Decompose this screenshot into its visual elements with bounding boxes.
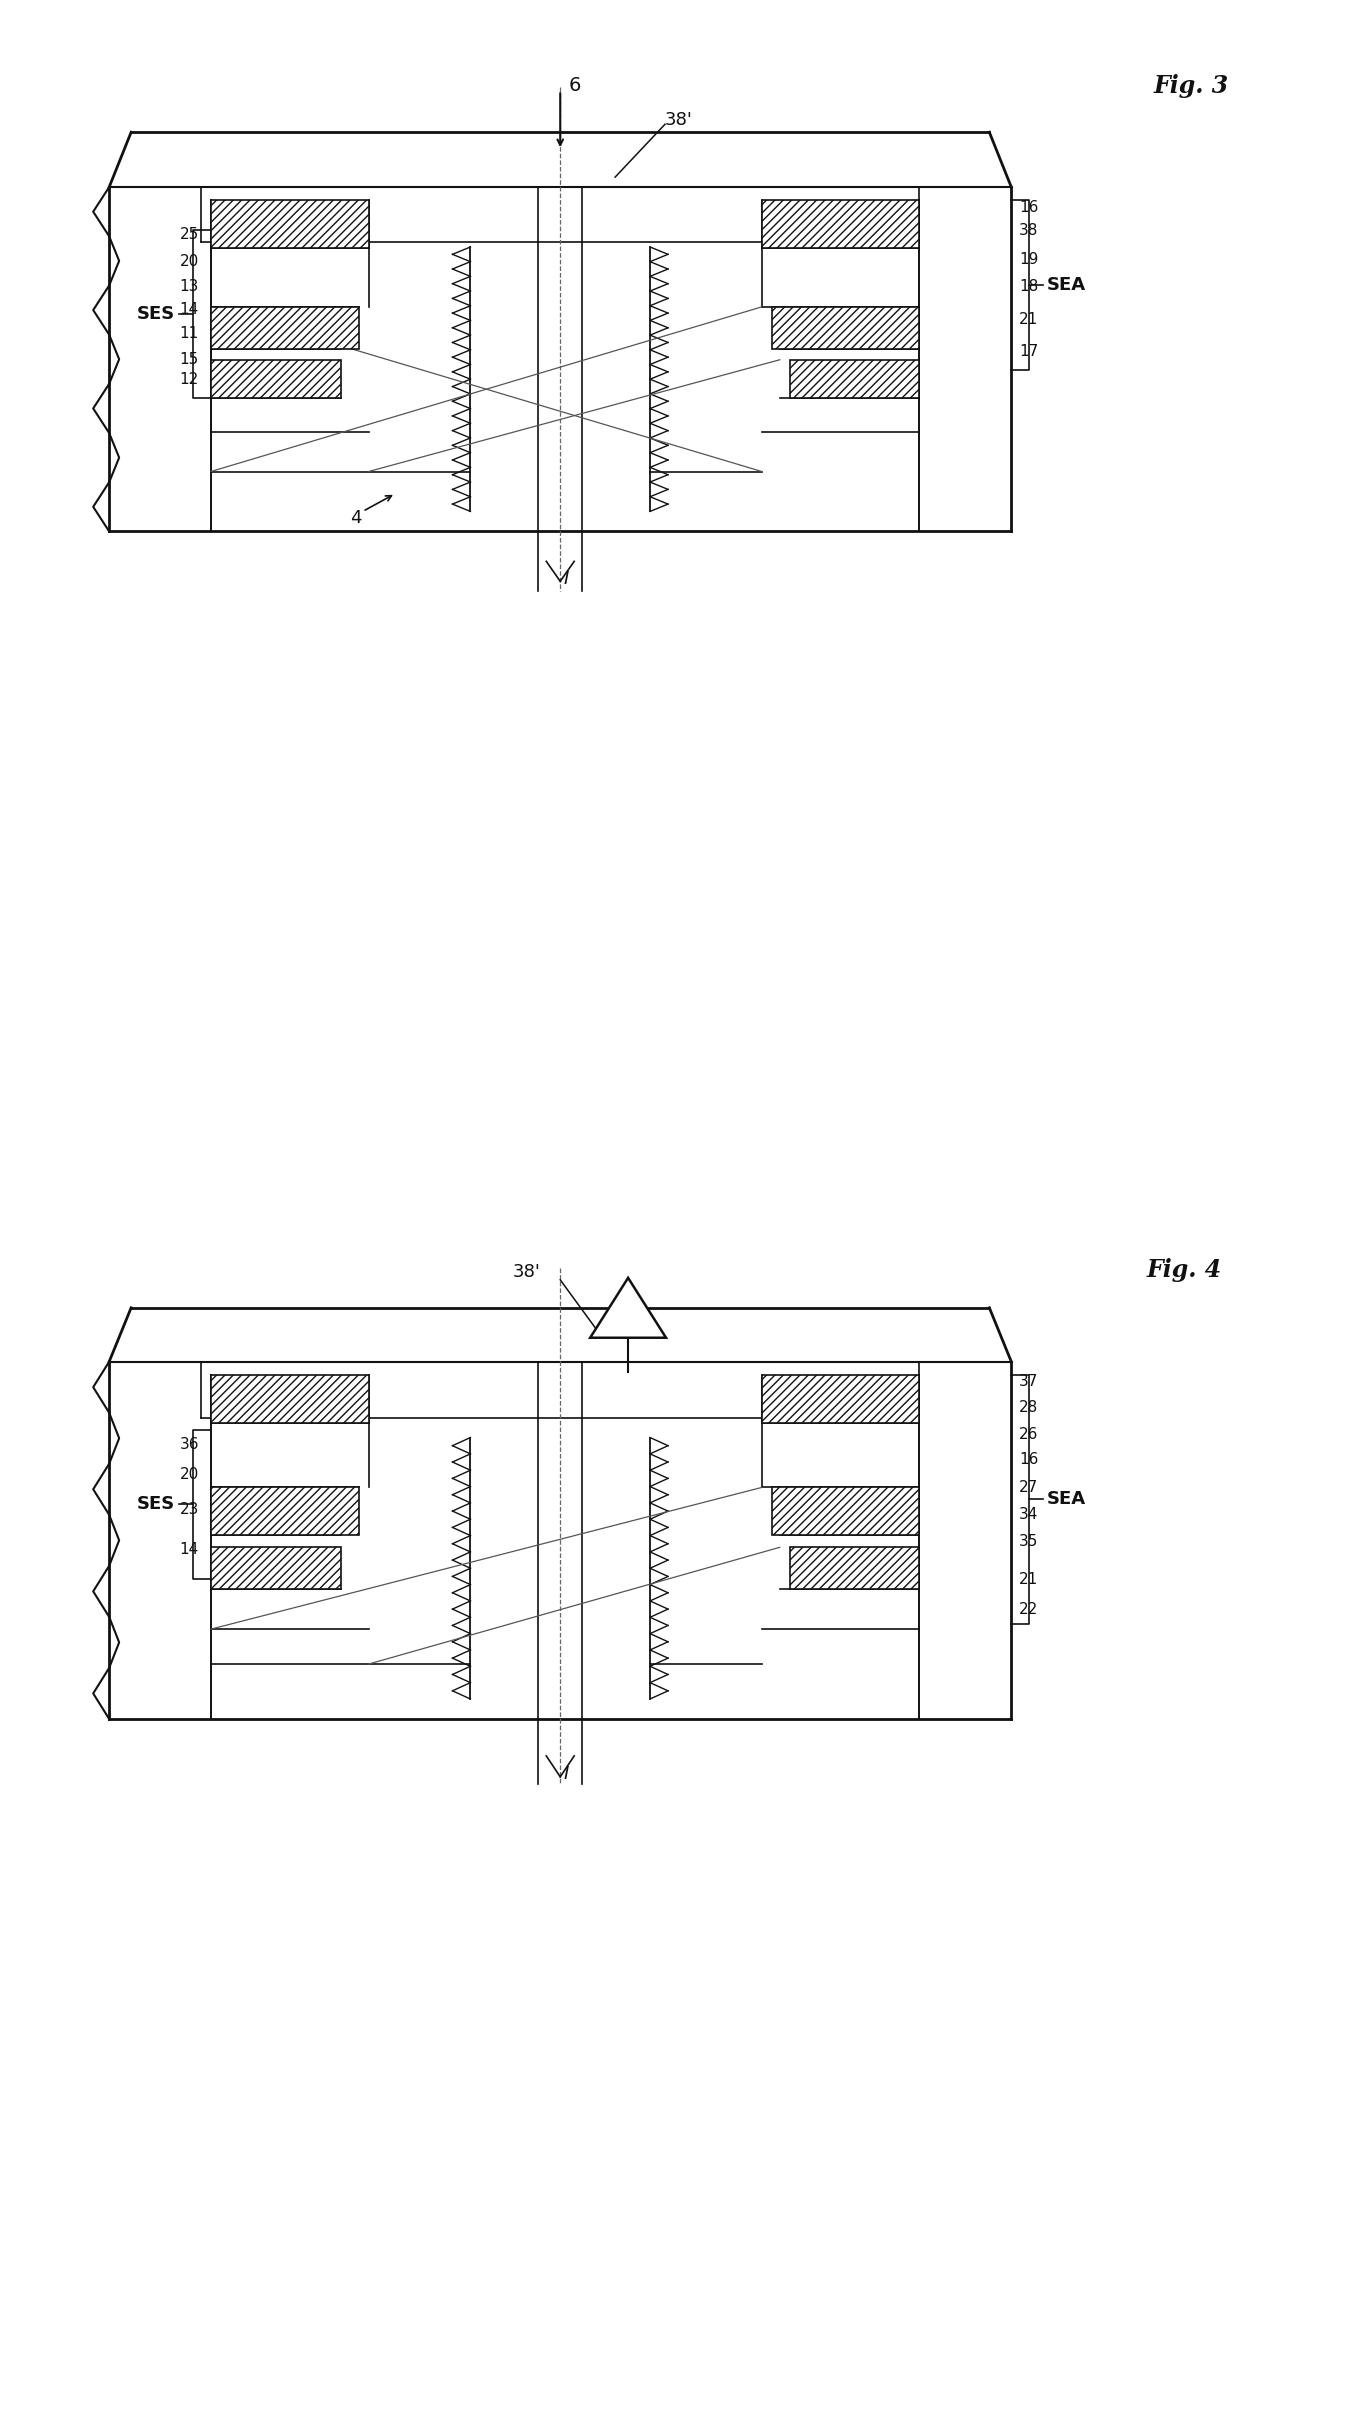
Text: 21: 21 bbox=[1019, 1572, 1038, 1587]
Text: 15: 15 bbox=[180, 353, 199, 367]
Text: 20: 20 bbox=[180, 1466, 199, 1483]
Text: 4: 4 bbox=[350, 510, 361, 526]
Text: 14: 14 bbox=[180, 302, 199, 316]
Text: SEA: SEA bbox=[1048, 275, 1087, 295]
Bar bbox=[211, 1548, 341, 1589]
Text: 36: 36 bbox=[180, 1437, 199, 1451]
Text: 19: 19 bbox=[1019, 254, 1038, 268]
Text: Fig. 4: Fig. 4 bbox=[1146, 1258, 1222, 1282]
Text: 6: 6 bbox=[568, 75, 580, 94]
Text: 38': 38' bbox=[512, 1263, 541, 1280]
Text: 17: 17 bbox=[1019, 345, 1038, 360]
Text: 21: 21 bbox=[1019, 312, 1038, 328]
Text: 23: 23 bbox=[180, 1502, 199, 1517]
Bar bbox=[772, 1488, 919, 1536]
Polygon shape bbox=[591, 1278, 667, 1338]
Text: 20: 20 bbox=[180, 254, 199, 270]
Text: SES: SES bbox=[137, 304, 174, 324]
Text: SES: SES bbox=[137, 1495, 174, 1514]
Text: SEA: SEA bbox=[1048, 1490, 1087, 1509]
Bar bbox=[772, 307, 919, 348]
Text: 22: 22 bbox=[1019, 1601, 1038, 1616]
Bar bbox=[761, 200, 919, 249]
Text: 16: 16 bbox=[1019, 200, 1038, 215]
Bar bbox=[211, 360, 341, 398]
Text: 27: 27 bbox=[1019, 1480, 1038, 1495]
Bar bbox=[790, 360, 919, 398]
Bar bbox=[790, 1548, 919, 1589]
Text: 11: 11 bbox=[180, 326, 199, 341]
Bar bbox=[211, 307, 358, 348]
Text: 14: 14 bbox=[180, 1541, 199, 1558]
Text: 38': 38' bbox=[665, 111, 692, 130]
Text: 37: 37 bbox=[1019, 1374, 1038, 1389]
Text: 34: 34 bbox=[1019, 1507, 1038, 1521]
Text: Fig. 3: Fig. 3 bbox=[1155, 75, 1229, 99]
Text: 12: 12 bbox=[180, 372, 199, 386]
Bar bbox=[761, 1374, 919, 1422]
Text: 13: 13 bbox=[180, 280, 199, 295]
Text: 18: 18 bbox=[1019, 280, 1038, 295]
Text: 35: 35 bbox=[1019, 1534, 1038, 1548]
Bar bbox=[211, 200, 369, 249]
Text: 28: 28 bbox=[1019, 1401, 1038, 1415]
Text: 38: 38 bbox=[1019, 222, 1038, 237]
Bar bbox=[211, 1488, 358, 1536]
Text: 26: 26 bbox=[1019, 1427, 1038, 1442]
Text: 25: 25 bbox=[180, 227, 199, 242]
Bar bbox=[211, 1374, 369, 1422]
Text: 16: 16 bbox=[1019, 1451, 1038, 1466]
Text: I: I bbox=[564, 570, 569, 589]
Text: I: I bbox=[564, 1765, 569, 1782]
